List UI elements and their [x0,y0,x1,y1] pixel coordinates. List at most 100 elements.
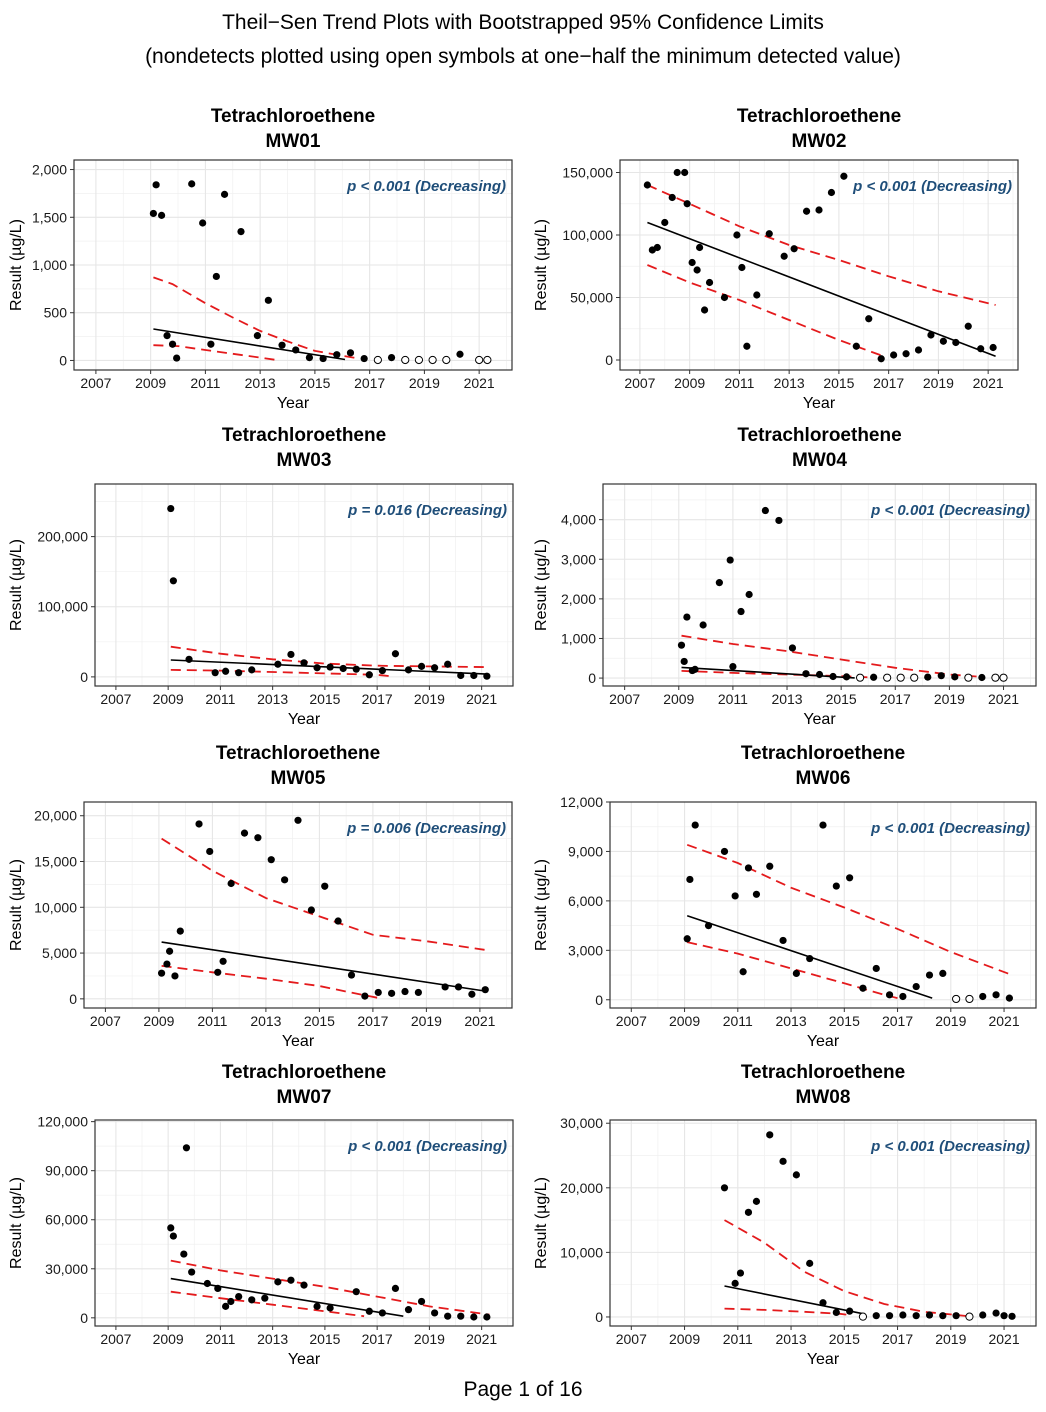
detect-point [457,671,465,680]
detect-point [737,607,745,616]
detect-point [733,231,741,239]
detect-point [219,957,227,965]
detect-point [163,332,171,340]
detect-point [158,211,166,219]
detect-point [819,821,827,829]
nondetect-point [952,994,961,1004]
detect-point [305,353,314,362]
detect-point [227,1297,235,1306]
detect-point [169,1232,177,1240]
nondetect-point [373,355,382,365]
trend-line [681,666,855,679]
detect-point [673,168,681,177]
y-tick-label: 30,000 [45,1261,88,1277]
detect-point [859,984,867,992]
plot-area [610,802,1036,1008]
x-axis-label: Year [288,711,321,728]
detect-point [846,1307,854,1315]
detect-point [456,350,464,358]
detect-point [779,1157,787,1165]
x-tick-label: 2019 [414,691,445,707]
y-tick-label: 3,000 [561,551,596,567]
panel-subtitle: MW03 [277,450,332,471]
panel-border [94,483,514,687]
y-tick-label: 1,000 [561,630,596,646]
detect-point [744,1208,753,1216]
y-tick-label: 3,000 [568,942,603,958]
detect-point [753,291,761,299]
detect-point [731,892,739,900]
detect-point [149,209,157,218]
detect-point [766,862,774,870]
chart-panel-2: Tetrachloroethene MW02 p < 0.001 (Decreasi… [533,106,1019,412]
detect-point [815,206,823,214]
y-tick-label: 0 [595,992,603,1008]
x-tick-label: 2009 [143,1013,174,1029]
detect-point [483,1313,491,1321]
x-tick-label: 2013 [257,691,288,707]
y-tick-label: 2,000 [32,162,67,178]
p-value-annotation: p < 0.001 (Decreasing) [870,1138,1030,1155]
x-tick-label: 2019 [923,375,954,391]
detect-point [720,1184,729,1192]
detect-point [806,954,814,963]
detect-point [872,964,880,973]
y-tick-label: 0 [59,352,67,368]
y-axis-label: Result (µg/L) [8,219,25,311]
detect-point [661,218,669,227]
detect-point [360,354,368,363]
detect-point [167,504,175,513]
plot-area [95,484,513,686]
detect-point [378,1309,386,1317]
detect-point [326,1304,334,1312]
panel-title: Tetrachloroethene [737,106,901,127]
x-tick-label: 2021 [466,1331,497,1347]
detect-point [173,354,181,362]
x-tick-label: 2017 [354,375,385,391]
page-footer: Page 1 of 16 [463,1378,583,1401]
page-title: Theil−Sen Trend Plots with Bootstrapped … [0,6,1046,74]
detect-point [374,988,382,997]
detect-point [925,971,934,979]
y-tick-label: 100,000 [37,599,88,615]
x-tick-label: 2017 [882,1331,913,1347]
panel-title: Tetrachloroethene [216,743,380,764]
y-tick-label: 1,000 [32,257,67,273]
detect-point [248,666,256,674]
y-tick-label: 1,500 [32,209,67,225]
x-tick-label: 2019 [411,1013,442,1029]
detect-point [731,1279,739,1287]
chart-panel-7: Tetrachloroethene MW07 p < 0.001 (Decreasi… [8,1062,514,1368]
chart-panel-1: Tetrachloroethene MW01 p < 0.001 (Decreasi… [8,106,513,412]
x-tick-label: 2009 [153,691,184,707]
detect-point [819,1299,827,1307]
detect-point [388,989,396,997]
y-tick-label: 9,000 [568,843,603,859]
detect-point [978,673,986,682]
x-tick-label: 2011 [723,1331,753,1347]
x-tick-label: 2019 [935,1013,966,1029]
detect-point [365,671,373,679]
x-tick-label: 2017 [362,691,393,707]
detect-point [952,338,960,347]
y-axis-label: Result (µg/L) [533,1177,550,1269]
y-tick-label: 12,000 [560,794,603,810]
detect-point [292,346,300,354]
detect-point [939,1312,947,1320]
y-tick-label: 10,000 [560,1244,603,1260]
nondetect-point [428,355,437,365]
detect-point [404,666,413,674]
detect-point [169,577,177,585]
detect-point [691,821,699,829]
x-axis-label: Year [288,1351,321,1368]
nondetect-point [401,355,410,365]
x-tick-label: 2015 [304,1013,335,1029]
detect-point [925,1311,934,1319]
x-tick-label: 2011 [205,1331,235,1347]
upper-confidence-line [686,843,1013,976]
detect-point [802,670,810,678]
detect-point [287,1276,295,1284]
panel-subtitle: MW05 [271,768,326,789]
detect-point [401,987,409,996]
y-tick-label: 200,000 [37,529,88,545]
